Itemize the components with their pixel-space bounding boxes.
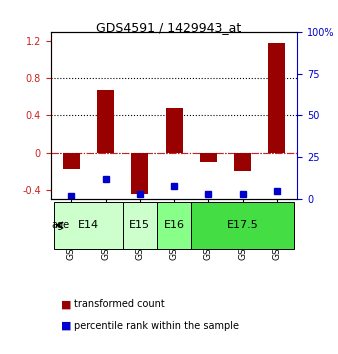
FancyBboxPatch shape: [191, 202, 294, 249]
Bar: [97, 90, 114, 153]
FancyBboxPatch shape: [54, 202, 123, 249]
Text: percentile rank within the sample: percentile rank within the sample: [74, 321, 239, 331]
Bar: [131, 153, 148, 194]
Bar: [268, 43, 286, 153]
Bar: [200, 153, 217, 162]
Text: ■: ■: [61, 299, 71, 309]
Text: transformed count: transformed count: [74, 299, 165, 309]
Text: GDS4591 / 1429943_at: GDS4591 / 1429943_at: [96, 21, 242, 34]
FancyBboxPatch shape: [123, 202, 157, 249]
Text: ■: ■: [61, 321, 71, 331]
Text: E14: E14: [78, 220, 99, 230]
Bar: [166, 108, 183, 153]
Text: E16: E16: [164, 220, 185, 230]
Bar: [63, 153, 80, 169]
Bar: [234, 153, 251, 171]
Text: age: age: [51, 220, 70, 230]
Text: E15: E15: [129, 220, 150, 230]
FancyBboxPatch shape: [157, 202, 191, 249]
Text: E17.5: E17.5: [227, 220, 259, 230]
